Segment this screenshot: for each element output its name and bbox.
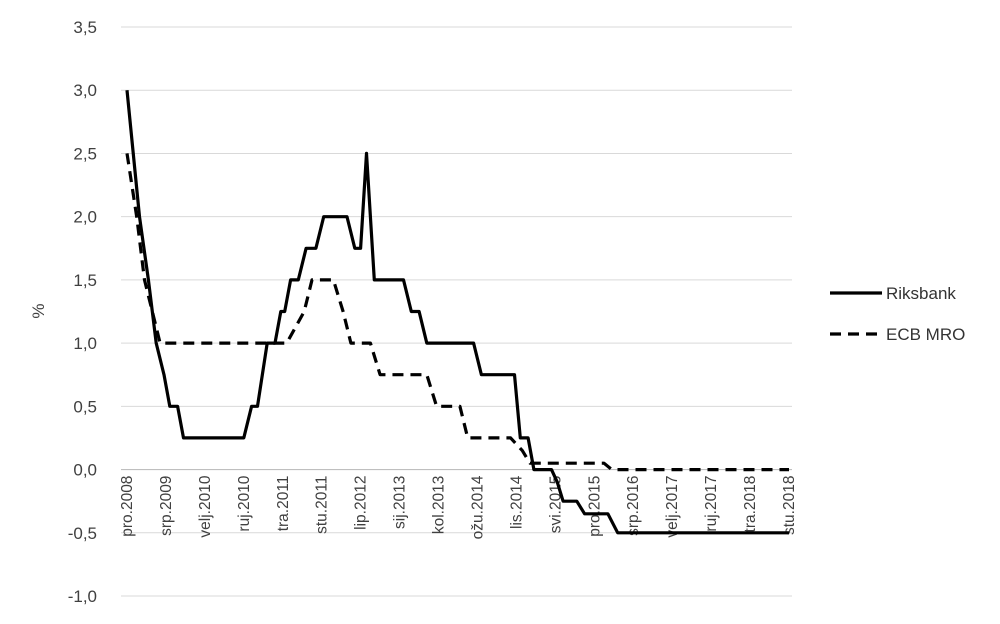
x-tick-label: pro.2015 — [586, 476, 603, 537]
x-tick-label: stu.2011 — [314, 476, 331, 534]
legend-label-riksbank: Riksbank — [886, 284, 956, 303]
x-tick-label: kol.2013 — [431, 476, 448, 535]
y-tick-label: -0,5 — [68, 524, 97, 543]
x-tick-label: stu.2018 — [781, 476, 798, 535]
series-line-ecb-mro — [125, 153, 789, 472]
y-tick-label: 2,0 — [73, 208, 97, 227]
x-tick-label: srp.2016 — [625, 476, 642, 536]
x-tick-label: tra.2018 — [742, 476, 759, 533]
y-tick-label: 3,0 — [73, 81, 97, 100]
y-tick-label: 3,5 — [73, 18, 97, 37]
y-tick-label: 0,5 — [73, 397, 97, 416]
x-tick-label: ruj.2017 — [703, 476, 720, 532]
x-tick-label: ruj.2010 — [236, 475, 253, 531]
y-tick-label: 1,5 — [73, 271, 97, 290]
x-tick-label: srp.2009 — [158, 476, 175, 536]
x-tick-label: velj.2010 — [197, 475, 214, 537]
x-tick-label: lis.2014 — [508, 475, 525, 529]
x-axis-ticks: pro.2008 srp.2009 velj.2010 ruj.2010 tra.201… — [119, 475, 798, 539]
x-tick-label: svi.2015 — [547, 476, 564, 534]
x-tick-label: ožu.2014 — [469, 475, 486, 539]
x-tick-label: tra.2011 — [275, 476, 292, 532]
series-line-riksbank — [125, 90, 789, 535]
x-tick-label: lip.2012 — [353, 476, 370, 530]
y-tick-label: 2,5 — [73, 144, 97, 163]
x-tick-label: sij.2013 — [392, 476, 409, 529]
gridlines — [121, 26, 792, 597]
x-tick-label: velj.2017 — [664, 476, 681, 538]
legend: Riksbank ECB MRO — [830, 284, 965, 344]
series-lines — [125, 90, 789, 535]
y-tick-label: 0,0 — [73, 461, 97, 480]
x-tick-label: pro.2008 — [119, 476, 136, 537]
y-axis-ticks: 3,5 3,0 2,5 2,0 1,5 1,0 0,5 0,0 -0,5 -1,0 — [68, 18, 97, 606]
y-axis-label: % — [29, 303, 48, 318]
legend-label-ecb-mro: ECB MRO — [886, 325, 965, 344]
y-tick-label: -1,0 — [68, 587, 97, 606]
y-tick-label: 1,0 — [73, 334, 97, 353]
